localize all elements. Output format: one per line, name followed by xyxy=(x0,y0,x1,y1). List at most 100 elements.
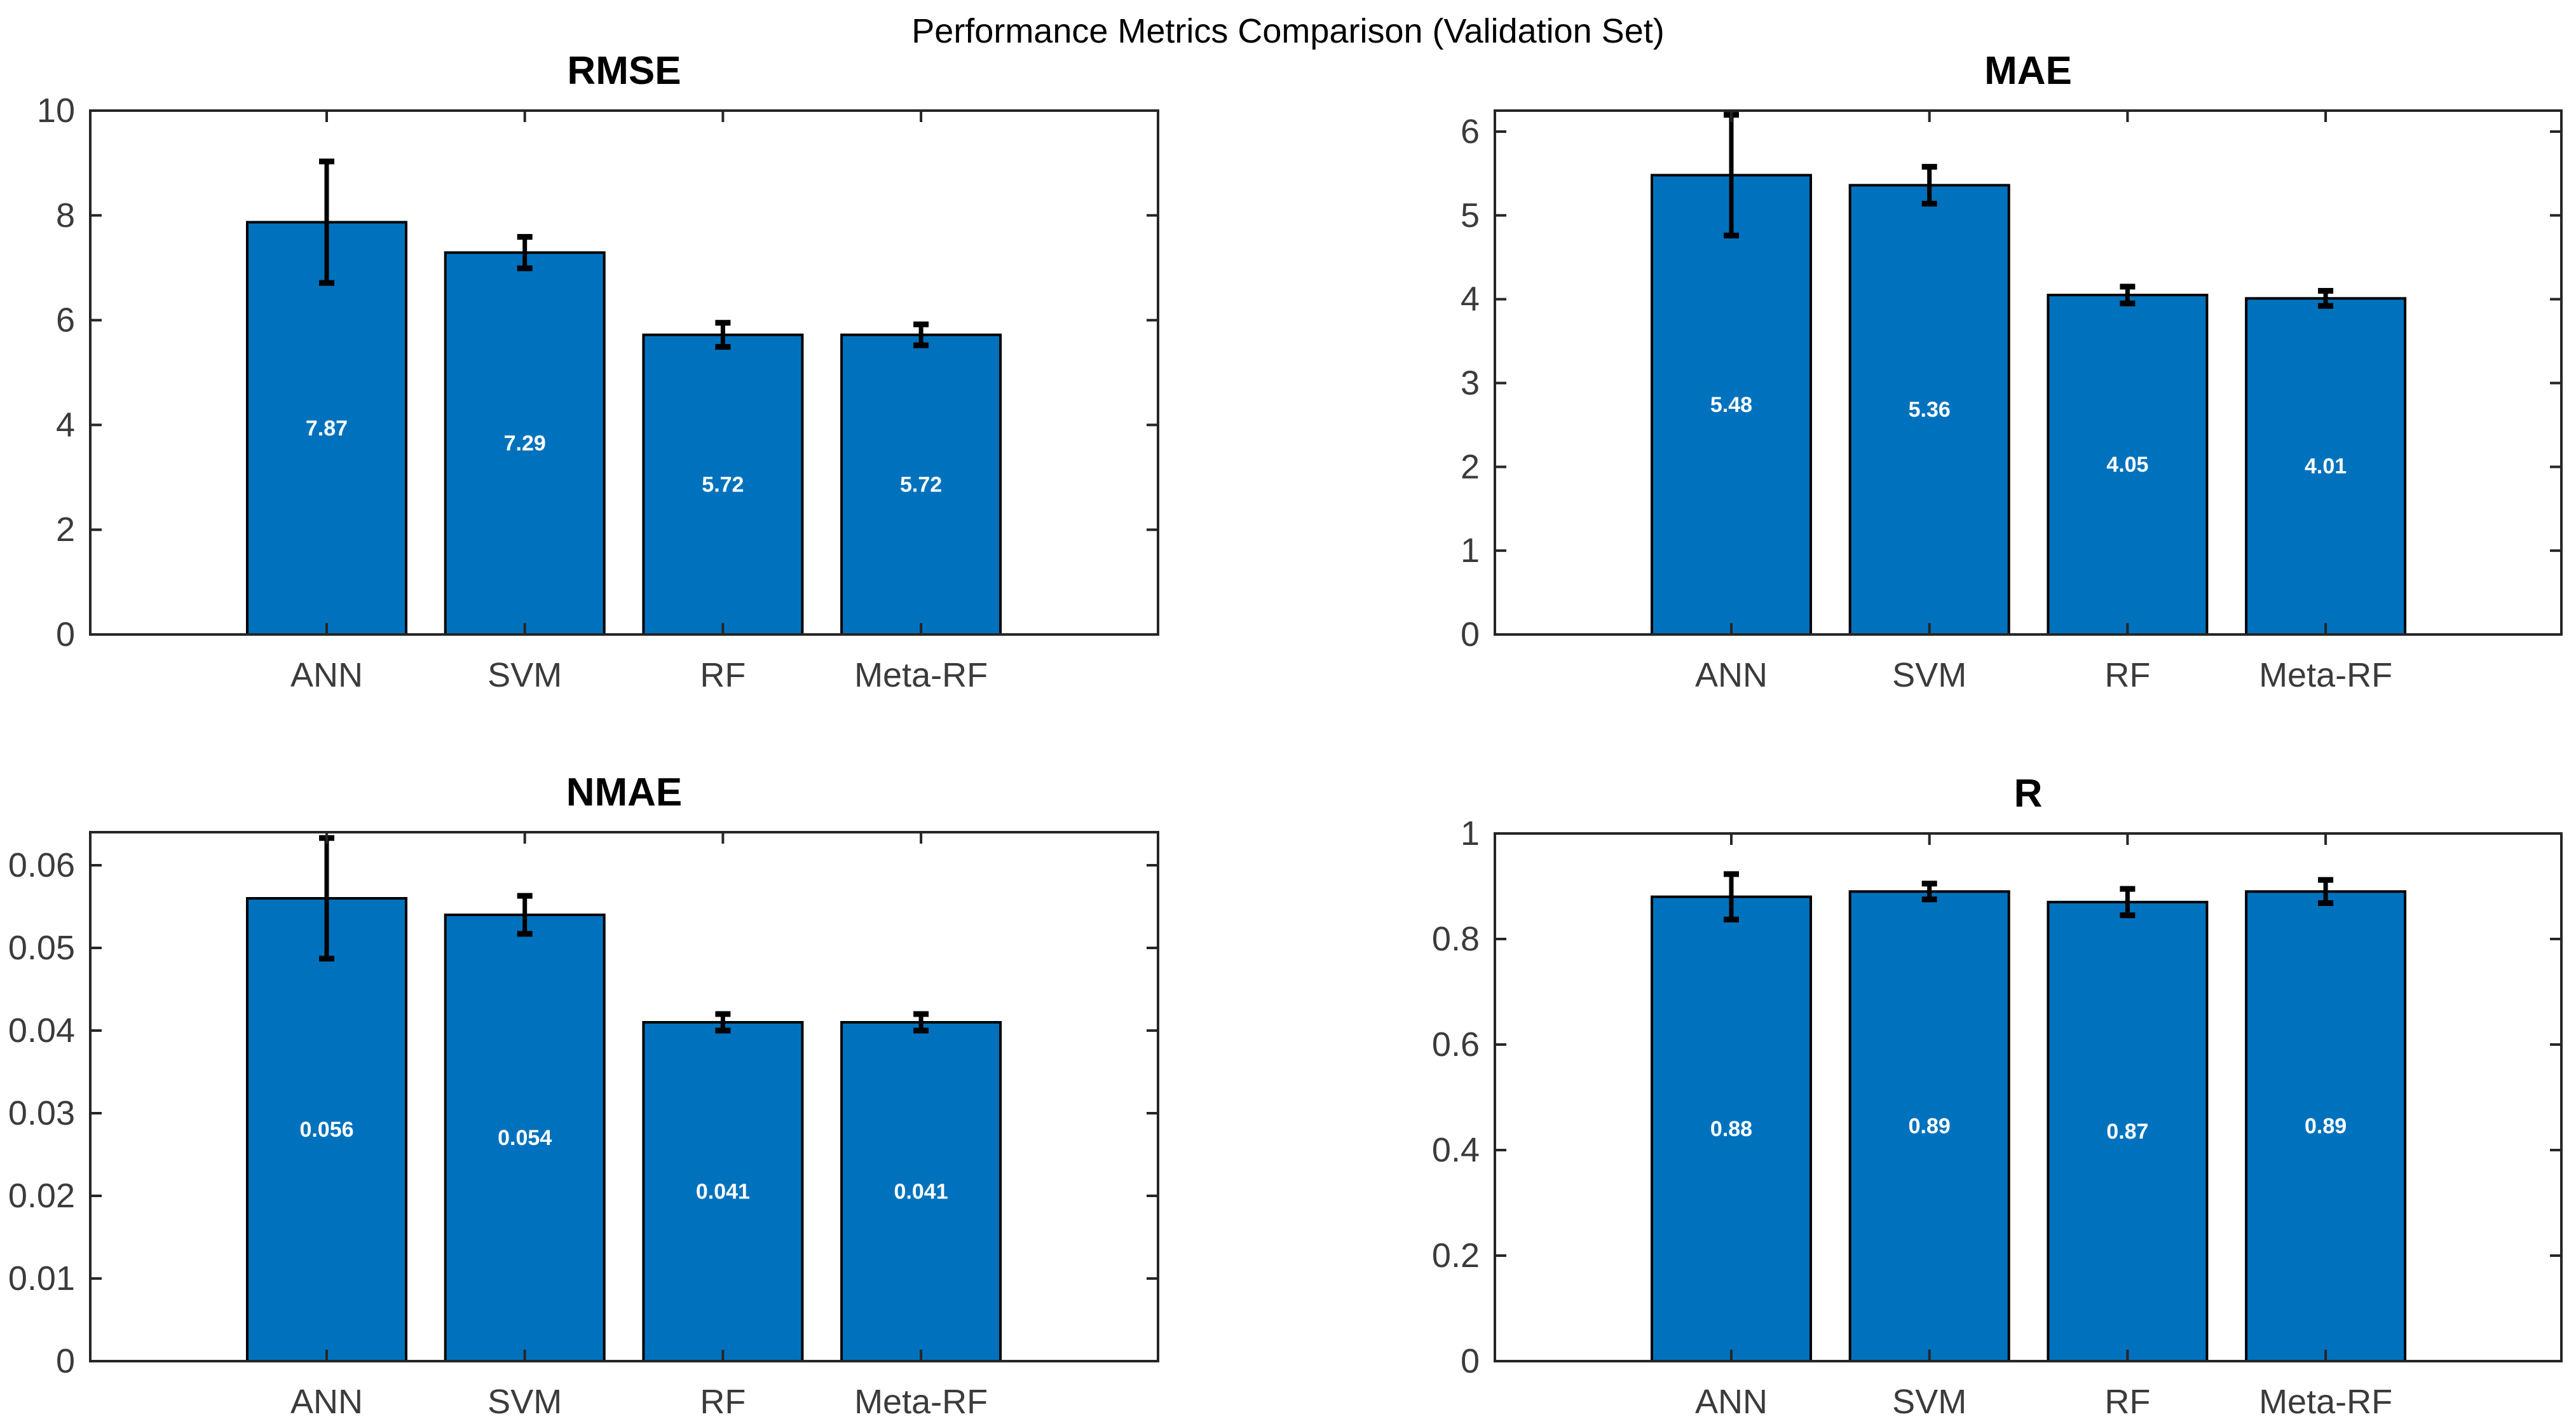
subplot-title: RMSE xyxy=(567,49,681,93)
error-bar-cap-top xyxy=(2318,287,2334,294)
y-tick-label: 2 xyxy=(1461,448,1480,486)
y-tick-label: 1 xyxy=(1461,531,1480,570)
bar-Meta-RF xyxy=(2245,297,2407,636)
bar-value-label: 0.041 xyxy=(696,1180,750,1204)
bar-value-label: 7.87 xyxy=(306,416,348,441)
bar-ANN xyxy=(246,897,407,1362)
x-tick-label: SVM xyxy=(1892,1383,1966,1419)
x-tick-label: SVM xyxy=(487,1383,562,1419)
error-bar-Meta-RF xyxy=(2318,877,2334,907)
error-bar-cap-bottom xyxy=(913,342,929,348)
error-bar-cap-bottom xyxy=(2318,303,2334,309)
error-bar-cap-top xyxy=(517,893,533,899)
bar-value-label: 0.041 xyxy=(894,1180,948,1204)
error-bar-Meta-RF xyxy=(913,1011,929,1034)
y-tick-label: 0.05 xyxy=(8,929,75,967)
bar-value-label: 5.48 xyxy=(1710,393,1752,417)
error-bar-cap-top xyxy=(517,234,533,240)
y-tick-label: 0.6 xyxy=(1432,1025,1480,1064)
error-bar-cap-bottom xyxy=(517,265,533,271)
error-bar-SVM xyxy=(517,893,533,937)
error-bar-cap-top xyxy=(2120,886,2136,892)
error-bar-RF xyxy=(2120,886,2136,919)
error-bar-cap-bottom xyxy=(319,280,334,286)
error-bar-cap-bottom xyxy=(1921,200,1937,207)
y-tick-label: 0.03 xyxy=(8,1094,75,1132)
error-bar-Meta-RF xyxy=(2318,287,2334,309)
error-bar-cap-bottom xyxy=(1921,896,1937,903)
subplot-rmse: 0 2 4 6 8 10 ANN SVM RF Meta-RF 7.87 7.29 5.72 5.72 RM… xyxy=(37,49,1159,694)
y-tick-label: 0 xyxy=(56,1342,75,1380)
x-tick-label: RF xyxy=(700,1383,746,1419)
error-bar-SVM xyxy=(1921,881,1937,903)
y-tick-label: 0.04 xyxy=(8,1011,75,1050)
x-tick-label: Meta-RF xyxy=(2259,656,2392,694)
error-bar-cap-bottom xyxy=(715,344,731,350)
subplot-title: NMAE xyxy=(566,771,683,814)
y-tick-label: 0.4 xyxy=(1432,1131,1480,1169)
subplot-nmae: 0 0.01 0.02 0.03 0.04 0.05 0.06 ANN SVM RF Meta-RF… xyxy=(8,771,1159,1419)
axis-box xyxy=(1494,109,2563,636)
y-tick-label: 2 xyxy=(56,511,75,549)
error-bar-cap-top xyxy=(1921,163,1937,170)
x-tick-label: ANN xyxy=(1695,656,1768,694)
y-tick-label: 4 xyxy=(1461,280,1480,319)
error-bar-RF xyxy=(715,1011,731,1034)
bar-RF xyxy=(2047,900,2209,1362)
bar-Meta-RF xyxy=(840,1021,1002,1362)
bar-value-label: 5.72 xyxy=(702,472,744,497)
x-tick-label: SVM xyxy=(487,656,562,694)
bar-value-label: 4.05 xyxy=(2106,453,2148,477)
x-tick-label: ANN xyxy=(290,1383,363,1419)
y-tick-label: 0.8 xyxy=(1432,920,1480,958)
bar-SVM xyxy=(444,914,606,1362)
error-bar-cap-bottom xyxy=(715,1027,731,1034)
error-bar-cap-bottom xyxy=(2120,912,2136,919)
bar-value-label: 0.054 xyxy=(498,1126,552,1150)
y-tick-label: 0.01 xyxy=(8,1259,75,1298)
error-bar-SVM xyxy=(1921,163,1937,207)
error-bar-cap-top xyxy=(715,320,731,326)
y-tick-label: 0 xyxy=(1461,1342,1480,1380)
x-tick-label: RF xyxy=(2104,656,2150,694)
bar-value-label: 0.89 xyxy=(2305,1114,2347,1139)
y-tick-label: 4 xyxy=(56,406,75,444)
error-bar-RF xyxy=(715,320,731,350)
bar-value-label: 0.88 xyxy=(1710,1117,1752,1141)
y-tick-label: 0.2 xyxy=(1432,1237,1480,1275)
subplot-title: R xyxy=(2014,772,2043,816)
error-bar-RF xyxy=(2120,284,2136,306)
error-bar-cap-top xyxy=(2318,877,2334,883)
bar-value-label: 0.87 xyxy=(2106,1120,2148,1144)
subplot-title: MAE xyxy=(1984,49,2072,93)
subplot-r: 0 0.2 0.4 0.6 0.8 1 ANN SVM RF Meta-RF 0.88 0.89 0.8… xyxy=(1432,772,2563,1419)
bar-ANN xyxy=(246,221,407,636)
error-bar-cap-bottom xyxy=(913,1027,929,1034)
x-tick-label: Meta-RF xyxy=(854,656,988,694)
error-bar-cap-top xyxy=(1724,871,1739,877)
x-tick-label: ANN xyxy=(290,656,363,694)
x-tick-label: SVM xyxy=(1892,656,1966,694)
error-bar-Meta-RF xyxy=(913,321,929,348)
bar-value-label: 0.056 xyxy=(299,1118,353,1142)
bar-RF xyxy=(642,1021,804,1362)
y-tick-label: 0.02 xyxy=(8,1177,75,1215)
y-tick-label: 10 xyxy=(37,92,75,130)
y-tick-label: 1 xyxy=(1461,814,1480,853)
error-bar-cap-top xyxy=(2120,284,2136,290)
x-tick-label: ANN xyxy=(1695,1383,1768,1419)
subplot-mae: 0 1 2 3 4 5 6 ANN SVM RF Meta-RF 5.48 5.36 4.05 4.01 MA… xyxy=(1461,49,2563,694)
y-tick-label: 0 xyxy=(1461,615,1480,654)
error-bar-cap-bottom xyxy=(2318,900,2334,907)
bar-SVM xyxy=(1848,890,2010,1363)
axis-box xyxy=(89,109,1159,636)
bar-RF xyxy=(2047,294,2209,636)
error-bar-cap-top xyxy=(1921,881,1937,887)
x-tick-label: RF xyxy=(700,656,746,694)
y-tick-label: 3 xyxy=(1461,364,1480,402)
error-bar-cap-top xyxy=(913,1011,929,1017)
error-bar-cap-bottom xyxy=(2120,300,2136,306)
x-tick-label: Meta-RF xyxy=(2259,1383,2392,1419)
